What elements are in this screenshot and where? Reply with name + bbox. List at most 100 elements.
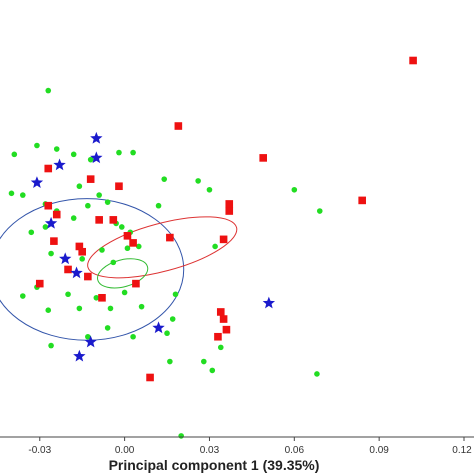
green-point bbox=[45, 307, 52, 313]
blue-star-point bbox=[59, 252, 72, 265]
red-square-point bbox=[222, 325, 231, 334]
red-square-point bbox=[129, 239, 137, 247]
green-point bbox=[70, 151, 77, 158]
red-square-point bbox=[123, 232, 132, 240]
green-point bbox=[104, 199, 111, 205]
green-point bbox=[85, 202, 91, 209]
red-square-point bbox=[219, 315, 228, 323]
red-square-point bbox=[146, 373, 154, 382]
green-point bbox=[45, 87, 52, 94]
confidence-ellipse bbox=[87, 216, 238, 279]
green-point bbox=[19, 293, 26, 299]
blue-star-point bbox=[84, 335, 97, 348]
green-point bbox=[178, 433, 184, 439]
green-point bbox=[96, 192, 102, 198]
red-square-point bbox=[216, 308, 225, 316]
red-square-point bbox=[115, 182, 123, 191]
red-square-point bbox=[75, 242, 84, 251]
green-point bbox=[70, 215, 77, 221]
green-point bbox=[8, 190, 15, 197]
green-point bbox=[124, 245, 131, 252]
green-point bbox=[65, 291, 71, 298]
green-point bbox=[116, 149, 122, 156]
confidence-ellipse bbox=[97, 258, 149, 289]
blue-star-point bbox=[90, 151, 103, 164]
x-tick-label: 0.06 bbox=[285, 445, 305, 456]
red-square-point bbox=[52, 210, 61, 219]
blue-star-point bbox=[73, 349, 86, 362]
green-point bbox=[76, 183, 83, 190]
red-square-point bbox=[44, 201, 53, 210]
green-point bbox=[155, 202, 162, 209]
green-point bbox=[209, 367, 216, 374]
green-point bbox=[212, 243, 218, 250]
blue-star-point bbox=[262, 296, 276, 309]
red-square-point bbox=[132, 279, 140, 288]
red-square-point bbox=[358, 196, 366, 205]
green-point bbox=[169, 316, 176, 322]
red-square-point bbox=[225, 200, 234, 208]
blue-star-point bbox=[44, 216, 58, 229]
green-point bbox=[99, 247, 105, 253]
red-square-point bbox=[225, 207, 234, 215]
red-square-point bbox=[95, 216, 103, 224]
red-square-point bbox=[259, 154, 267, 162]
green-point bbox=[48, 250, 54, 257]
red-square-point bbox=[64, 265, 72, 274]
green-point bbox=[53, 146, 60, 152]
green-point bbox=[217, 344, 224, 351]
green-point bbox=[118, 224, 125, 230]
x-tick-label: -0.03 bbox=[28, 445, 51, 456]
red-square-point bbox=[409, 56, 417, 65]
green-point bbox=[201, 358, 207, 365]
green-point bbox=[42, 224, 49, 230]
point-layer bbox=[8, 56, 417, 439]
red-square-point bbox=[50, 237, 58, 245]
green-point bbox=[34, 142, 40, 149]
green-point bbox=[104, 325, 111, 331]
red-square-point bbox=[166, 233, 174, 242]
blue-star-point bbox=[53, 158, 66, 171]
green-point bbox=[121, 289, 128, 296]
green-point bbox=[130, 149, 136, 156]
x-axis: -0.03 0.00 0.03 0.06 0.09 0.12 bbox=[0, 436, 474, 456]
green-point bbox=[87, 156, 94, 163]
x-tick-label: 0.12 bbox=[452, 445, 472, 456]
green-point bbox=[107, 305, 114, 312]
red-square-point bbox=[98, 293, 106, 302]
red-square-point bbox=[214, 332, 222, 341]
red-square-point bbox=[174, 122, 183, 130]
green-point bbox=[28, 229, 35, 236]
red-square-point bbox=[219, 235, 228, 244]
green-point bbox=[11, 151, 18, 158]
green-point bbox=[195, 178, 201, 184]
red-square-point bbox=[86, 175, 95, 183]
red-square-point bbox=[44, 164, 53, 173]
green-point bbox=[110, 259, 117, 266]
green-point bbox=[291, 186, 298, 193]
blue-star-point bbox=[152, 321, 165, 334]
blue-star-point bbox=[30, 176, 44, 188]
blue-star-point bbox=[90, 131, 103, 144]
green-point bbox=[48, 342, 54, 349]
red-square-point bbox=[109, 216, 118, 224]
x-tick-label: 0.00 bbox=[115, 445, 135, 456]
green-point bbox=[76, 305, 83, 312]
green-point bbox=[135, 243, 142, 250]
green-point bbox=[130, 333, 136, 340]
green-point bbox=[316, 208, 323, 214]
green-point bbox=[19, 192, 26, 198]
red-square-point bbox=[84, 272, 92, 281]
green-point bbox=[138, 303, 145, 310]
green-point bbox=[167, 358, 173, 365]
x-tick-label: 0.03 bbox=[200, 445, 220, 456]
green-point bbox=[164, 330, 170, 337]
x-axis-title: Principal component 1 (39.35%) bbox=[109, 457, 320, 473]
green-point bbox=[206, 186, 213, 193]
green-point bbox=[93, 294, 100, 301]
green-point bbox=[161, 176, 168, 182]
ellipse-layer bbox=[0, 198, 238, 341]
x-tick-label: 0.09 bbox=[369, 445, 389, 456]
green-point bbox=[85, 333, 91, 340]
